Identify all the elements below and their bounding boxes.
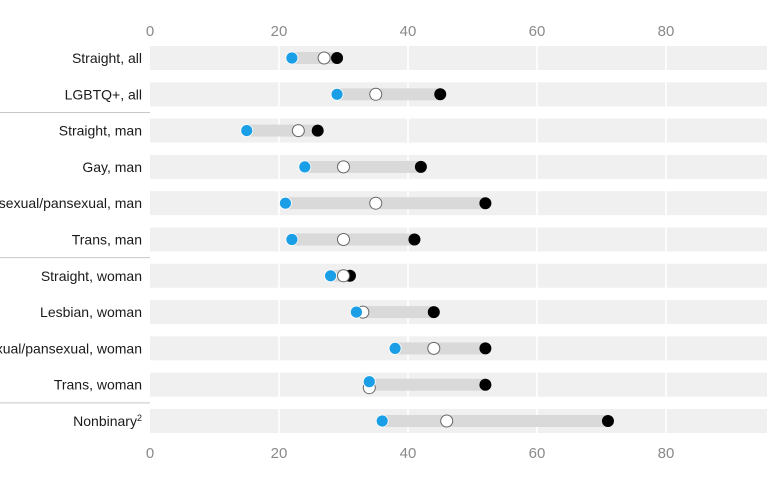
blue-dot [388,341,402,355]
category-label: Bisexual/pansexual, man [0,195,142,211]
x-tick-label-bottom: 60 [529,445,546,462]
row-band [150,154,767,179]
x-tick-label-bottom: 0 [146,445,154,462]
black-dot [427,306,440,319]
category-label: Lesbian, woman [40,304,142,320]
range-bar [337,88,441,101]
category-label: Trans, woman [54,377,142,393]
blue-dot [330,87,344,101]
black-dot [408,233,421,246]
x-tick-label-top: 0 [146,23,154,40]
category-label: LGBTQ+, all [65,86,142,102]
x-tick-label-bottom: 40 [400,445,417,462]
x-tick-label-top: 20 [271,23,288,40]
blue-dot [279,196,292,210]
category-label: Bisexual/pansexual, woman [0,340,142,356]
white-dot [369,196,383,210]
black-dot [311,124,324,137]
category-label: Straight, man [59,123,142,139]
blue-dot [285,233,299,246]
category-label: Straight, all [72,50,142,66]
data-dots [240,51,614,428]
blue-dot [349,305,363,319]
white-dot [427,341,441,355]
category-labels: Straight, all LGBTQ+, all Straight, man Gay… [0,50,142,429]
black-dot [479,342,492,355]
x-axis-top: 0 20 40 60 80 [146,23,675,40]
blue-dot [375,414,389,428]
black-dot [434,88,447,101]
x-tick-label-top: 40 [400,23,417,40]
row-band [150,263,767,288]
group-separators [0,111,150,404]
x-tick-label-top: 60 [529,23,546,40]
white-dot [337,233,350,246]
row-band [150,46,767,70]
range-bar [304,160,421,173]
x-axis-bottom: 0 20 40 60 80 [146,445,675,462]
blue-dot [285,51,299,65]
row-band [150,300,767,325]
white-dot [440,414,454,428]
category-label: Nonbinary2 [73,413,142,429]
x-tick-label-bottom: 20 [271,445,288,462]
range-bar [285,197,486,210]
category-label: Straight, woman [41,268,142,284]
white-dot [337,160,350,174]
category-label: Gay, man [82,159,142,175]
row-bands [150,46,767,433]
blue-dot [298,160,312,174]
white-dot [369,87,383,101]
row-band [150,82,767,107]
white-dot [337,269,350,283]
blue-dot [362,375,376,389]
range-bar [369,378,486,391]
range-bar [246,124,318,137]
category-label: Trans, man [72,232,142,248]
range-bar [291,233,415,246]
black-dot [414,160,427,173]
range-bar [382,415,608,427]
black-dot [479,378,492,391]
white-dot [317,51,331,65]
row-band [150,227,767,252]
range-bar [356,306,434,319]
black-dot [601,415,614,427]
blue-dot [324,269,338,283]
white-dot [291,124,305,138]
black-dot [479,197,492,210]
blue-dot [240,124,254,138]
x-tick-label-bottom: 80 [658,445,675,462]
x-tick-label-top: 80 [658,23,675,40]
black-dot [331,52,344,64]
